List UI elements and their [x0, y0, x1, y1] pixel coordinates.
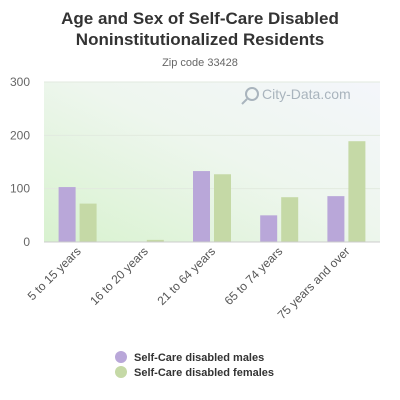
- x-tick-label: 75 years and over: [275, 244, 353, 322]
- y-tick-label: 0: [23, 235, 30, 249]
- y-tick-label: 100: [10, 182, 30, 196]
- bar-males: [193, 171, 210, 242]
- bar-females: [281, 197, 299, 242]
- watermark-text: City-Data.com: [262, 86, 351, 102]
- bar-males: [327, 196, 345, 242]
- bar-females: [146, 239, 164, 242]
- x-tick-label: 16 to 20 years: [87, 244, 151, 308]
- bar-males: [260, 215, 278, 242]
- legend: Self-Care disabled males Self-Care disab…: [115, 351, 274, 379]
- chart-title-line-2: Noninstitutionalized Residents: [76, 30, 324, 49]
- bar-females: [79, 203, 97, 242]
- legend-swatch-males: [115, 351, 127, 363]
- y-axis-ticks: 0 100 200 300: [10, 75, 30, 249]
- bar-females: [214, 174, 231, 242]
- legend-label-males: Self-Care disabled males: [134, 352, 264, 364]
- chart-title-line-1: Age and Sex of Self-Care Disabled: [61, 9, 339, 28]
- legend-label-females: Self-Care disabled females: [134, 367, 274, 379]
- x-axis-ticks: 5 to 15 years 16 to 20 years 21 to 64 year…: [25, 244, 353, 322]
- bar-males: [58, 187, 76, 242]
- y-tick-label: 200: [10, 128, 30, 142]
- watermark-search-icon: [245, 87, 259, 101]
- bar-females: [348, 141, 366, 242]
- plot-area: [44, 82, 380, 242]
- x-tick-label: 65 to 74 years: [222, 244, 286, 308]
- watermark-search-icon-handle: [241, 98, 248, 105]
- legend-swatch-females: [115, 366, 127, 378]
- watermark: City-Data.com: [241, 86, 351, 105]
- x-tick-label: 21 to 64 years: [154, 244, 218, 308]
- bars: [58, 141, 366, 242]
- x-tick-label: 5 to 15 years: [25, 244, 84, 303]
- chart-subtitle: Zip code 33428: [162, 57, 238, 69]
- gridlines: [44, 81, 380, 190]
- y-tick-label: 300: [10, 75, 30, 89]
